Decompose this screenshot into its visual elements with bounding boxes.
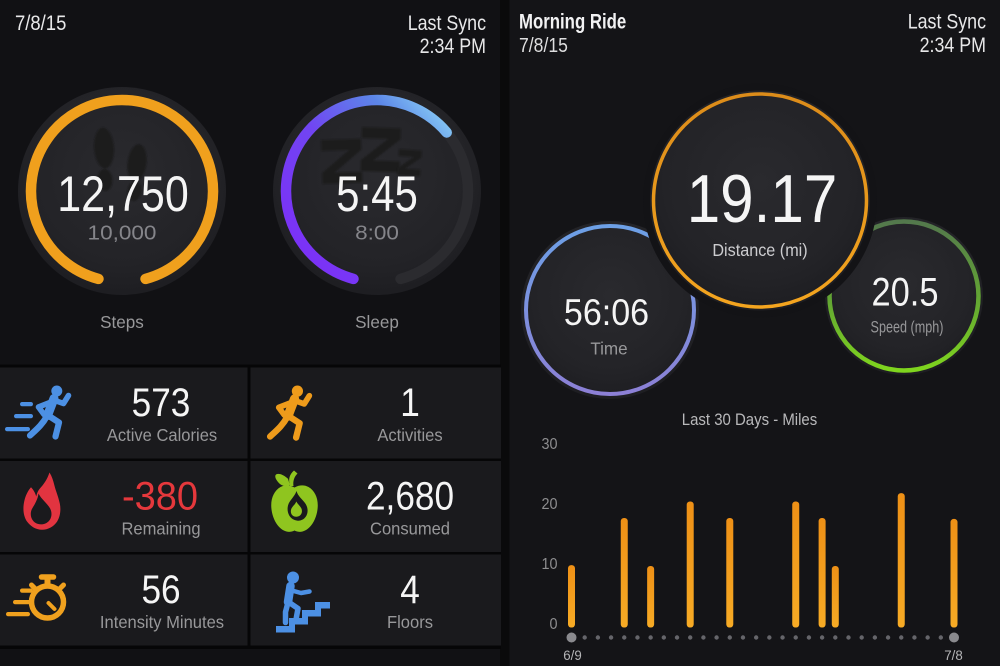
svg-text:1: 1 xyxy=(400,380,420,425)
svg-text:Morning Ride: Morning Ride xyxy=(519,11,626,34)
svg-text:20: 20 xyxy=(541,495,557,513)
svg-text:4: 4 xyxy=(400,567,420,612)
svg-text:19.17: 19.17 xyxy=(687,161,838,237)
svg-text:Active Calories: Active Calories xyxy=(107,424,218,445)
svg-text:10,000: 10,000 xyxy=(88,221,157,244)
svg-text:7/8/15: 7/8/15 xyxy=(519,34,568,56)
svg-text:7/8/15: 7/8/15 xyxy=(15,12,66,35)
svg-text:Steps: Steps xyxy=(100,312,144,333)
svg-text:Last Sync: Last Sync xyxy=(908,10,987,34)
svg-text:Sleep: Sleep xyxy=(355,312,399,333)
svg-text:Intensity Minutes: Intensity Minutes xyxy=(100,611,225,632)
svg-text:8:00: 8:00 xyxy=(355,221,399,244)
svg-text:Consumed: Consumed xyxy=(370,518,450,539)
svg-text:Last 30 Days - Miles: Last 30 Days - Miles xyxy=(682,411,817,429)
svg-text:12,750: 12,750 xyxy=(57,166,189,222)
svg-text:2:34 PM: 2:34 PM xyxy=(420,35,486,59)
svg-text:Activities: Activities xyxy=(377,424,443,445)
svg-text:Speed (mph): Speed (mph) xyxy=(871,319,944,337)
svg-text:573: 573 xyxy=(132,380,191,425)
svg-text:56:06: 56:06 xyxy=(564,292,649,334)
svg-text:56: 56 xyxy=(141,567,180,612)
svg-text:30: 30 xyxy=(541,435,557,453)
svg-text:Time: Time xyxy=(590,338,627,359)
svg-text:7/8: 7/8 xyxy=(944,648,962,663)
svg-text:Last Sync: Last Sync xyxy=(408,12,487,36)
svg-text:Remaining: Remaining xyxy=(121,518,200,539)
svg-text:Floors: Floors xyxy=(387,611,433,632)
svg-text:6/9: 6/9 xyxy=(563,648,581,663)
svg-text:Distance (mi): Distance (mi) xyxy=(712,240,807,260)
svg-text:-380: -380 xyxy=(122,475,198,519)
svg-text:2:34 PM: 2:34 PM xyxy=(920,34,986,58)
svg-text:2,680: 2,680 xyxy=(366,473,454,518)
svg-text:0: 0 xyxy=(549,615,557,633)
svg-text:10: 10 xyxy=(541,555,557,573)
svg-text:20.5: 20.5 xyxy=(872,269,939,314)
svg-text:5:45: 5:45 xyxy=(336,166,418,222)
